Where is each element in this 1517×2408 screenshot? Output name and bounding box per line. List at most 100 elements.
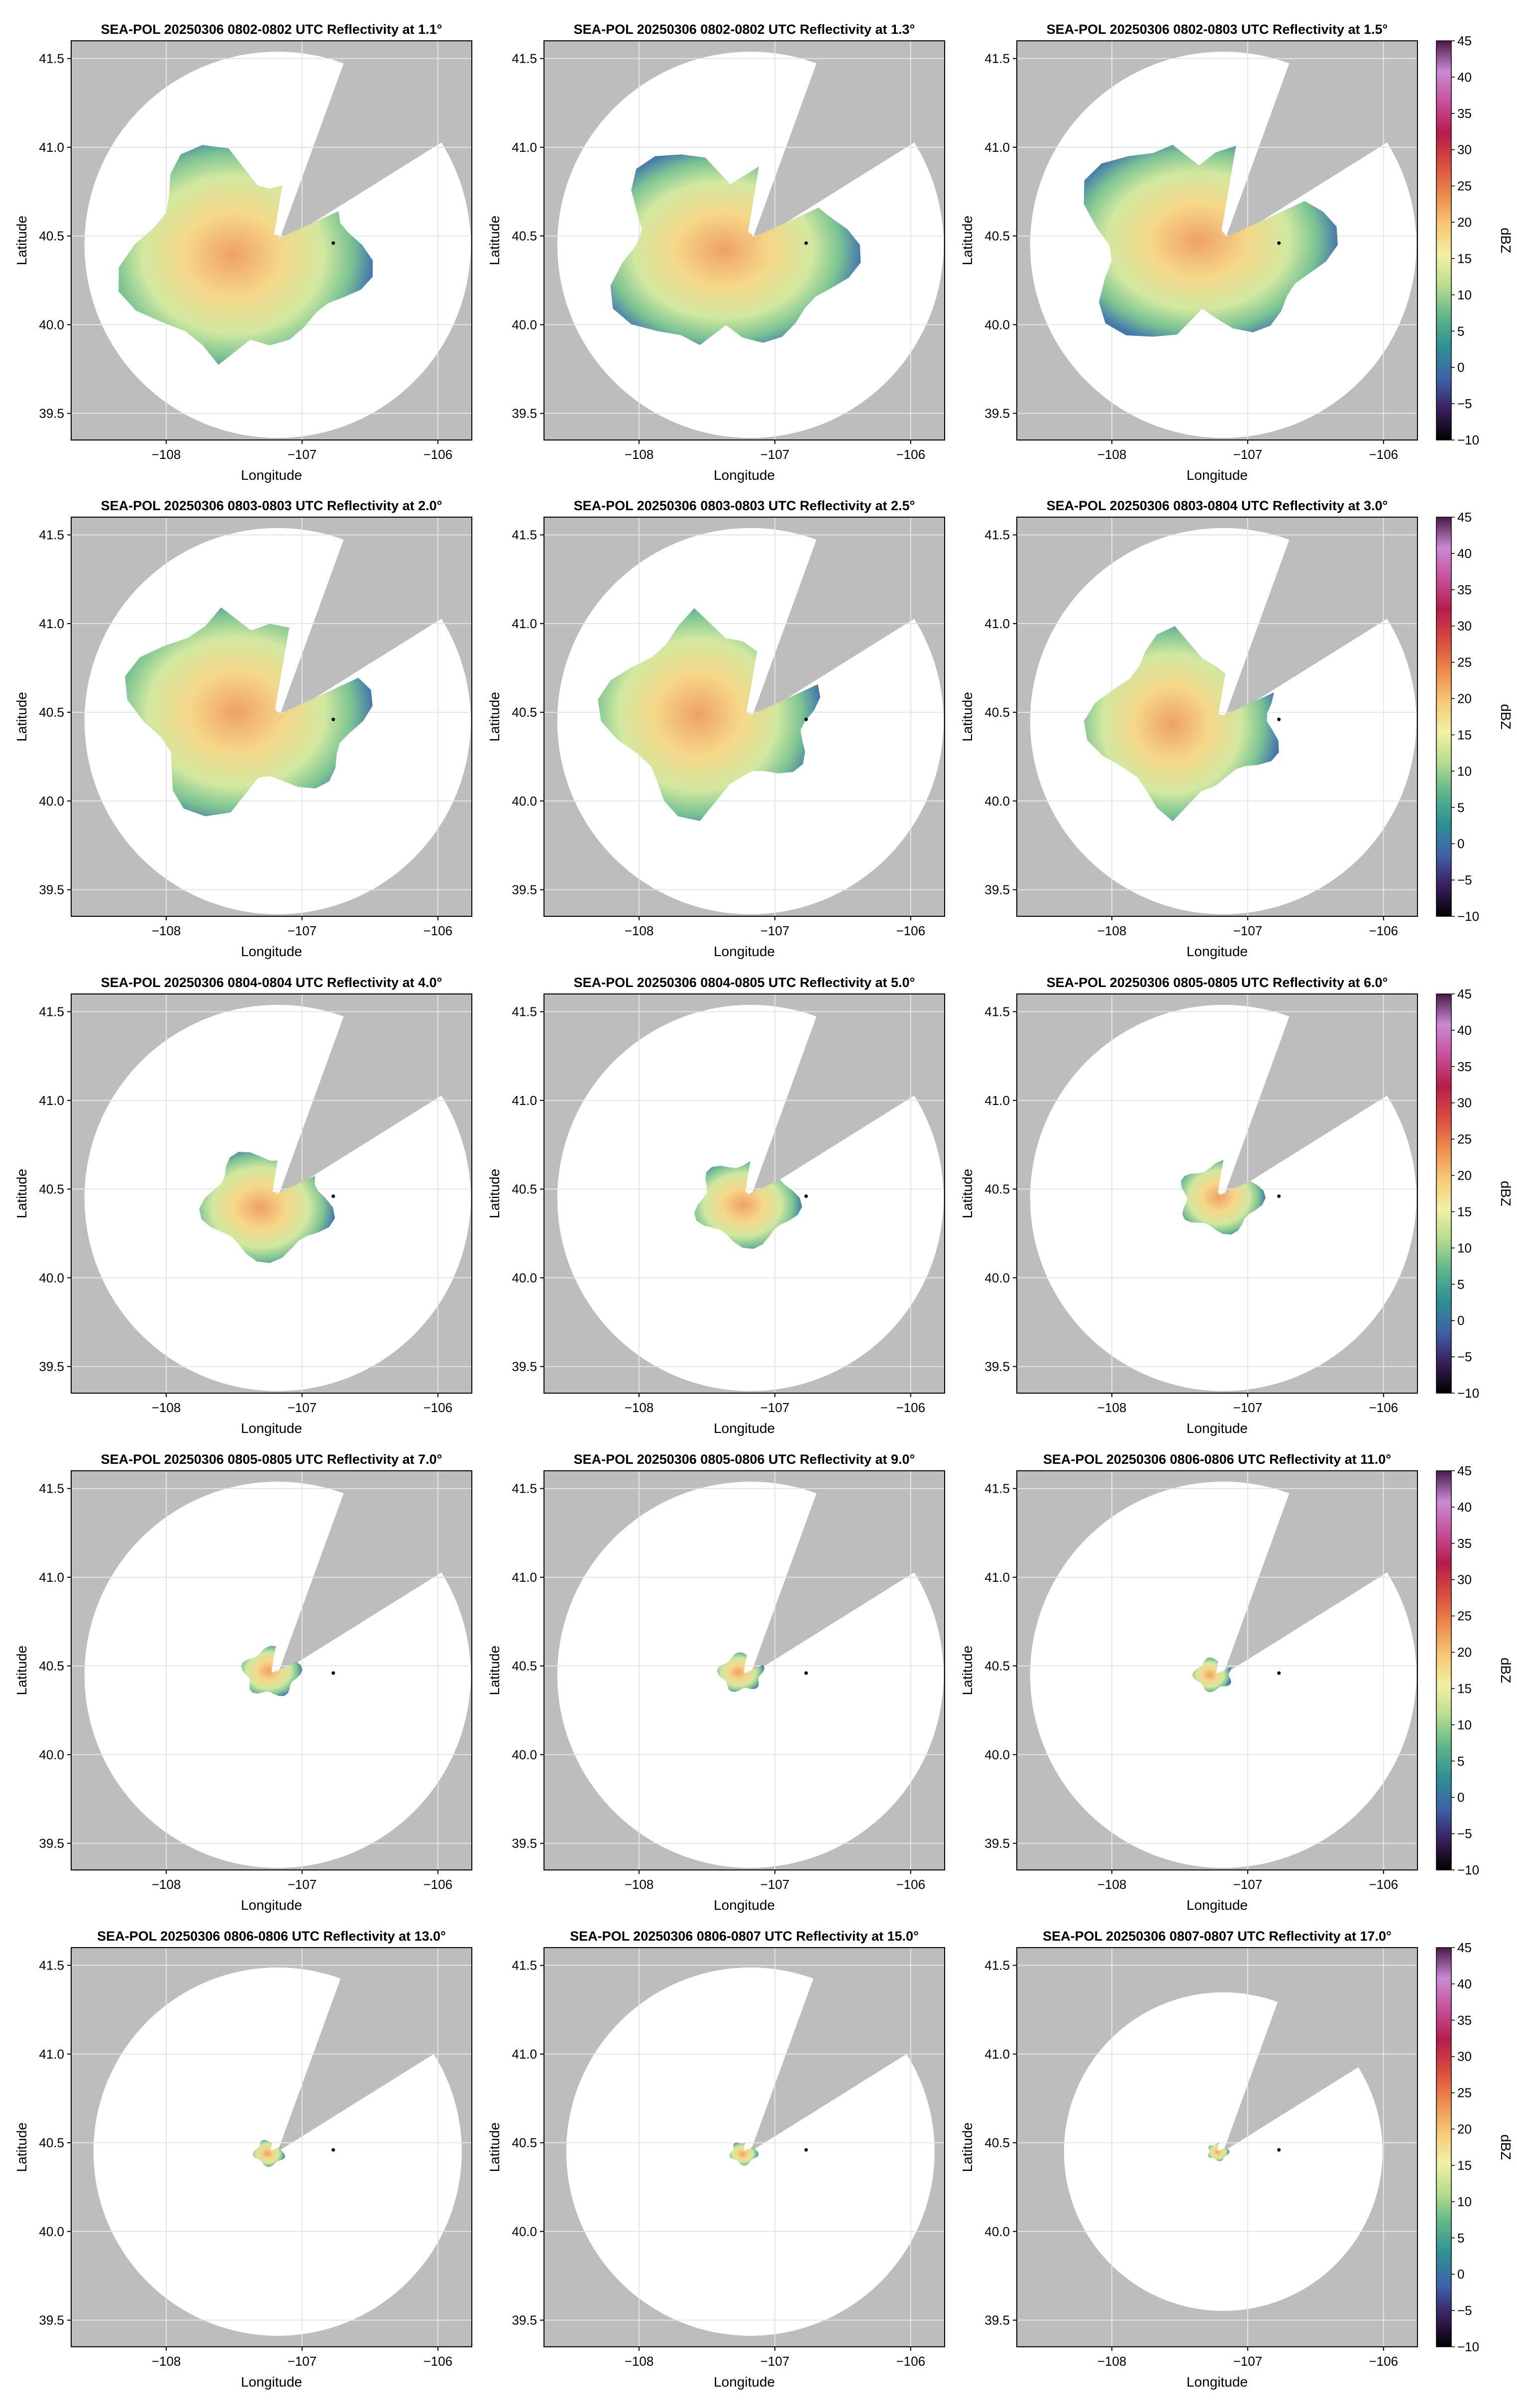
x-tick-label: −107 xyxy=(288,1877,317,1892)
colorbar-tick-label: 30 xyxy=(1457,619,1472,634)
colorbar-gradient xyxy=(1436,1947,1452,2347)
site-marker xyxy=(804,241,808,245)
colorbar-label: dBZ xyxy=(1498,227,1514,253)
y-tick-label: 41.5 xyxy=(39,1958,64,1973)
x-axis-label: Longitude xyxy=(241,944,302,959)
panel-title: SEA-POL 20250306 0803-0803 UTC Reflectiv… xyxy=(101,498,442,513)
colorbar-tick-label: 25 xyxy=(1457,179,1472,194)
site-marker xyxy=(804,1194,808,1198)
tick-labels: −108 −107 −106 41.5 41.0 40.5 40.0 39.5 xyxy=(512,1958,925,2369)
tick-labels: −108 −107 −106 41.5 41.0 40.5 40.0 39.5 xyxy=(39,1958,452,2369)
y-tick-label: 40.5 xyxy=(984,228,1010,243)
y-tick-label: 40.5 xyxy=(39,705,64,720)
tick-labels: −108 −107 −106 41.5 41.0 40.5 40.0 39.5 xyxy=(512,528,925,938)
colorbar-tick-label: 45 xyxy=(1457,1940,1472,1955)
grid xyxy=(544,41,945,440)
colorbar-tick-label: 10 xyxy=(1457,2194,1472,2209)
colorbar-tick-label: 15 xyxy=(1457,1204,1472,1219)
y-tick-label: 40.5 xyxy=(984,1182,1010,1197)
site-marker xyxy=(804,1671,808,1675)
panel-title: SEA-POL 20250306 0803-0803 UTC Reflectiv… xyxy=(574,498,915,513)
colorbar-tick-label: 35 xyxy=(1457,2013,1472,2028)
x-tick-label: −106 xyxy=(896,447,925,462)
x-tick-label: −108 xyxy=(625,1877,654,1892)
site-marker xyxy=(331,1671,335,1675)
y-tick-label: 40.5 xyxy=(512,1182,537,1197)
y-tick-label: 39.5 xyxy=(984,1836,1010,1851)
axes-frame xyxy=(543,993,945,1394)
panel-title: SEA-POL 20250306 0806-0806 UTC Reflectiv… xyxy=(1043,1452,1391,1467)
site-marker xyxy=(1277,241,1281,245)
axes-frame xyxy=(1016,40,1418,440)
panel-title: SEA-POL 20250306 0806-0806 UTC Reflectiv… xyxy=(97,1929,446,1944)
x-tick-label: −107 xyxy=(760,923,790,938)
echo-area xyxy=(717,1652,764,1692)
echo-area xyxy=(1084,626,1279,822)
echo-area xyxy=(125,607,373,816)
axes-frame xyxy=(71,993,472,1394)
y-axis-label: Latitude xyxy=(487,216,502,265)
echo-area xyxy=(598,608,821,821)
colorbar-gradient xyxy=(1436,993,1452,1394)
tick-labels: −108 −107 −106 41.5 41.0 40.5 40.0 39.5 xyxy=(984,51,1398,462)
grid xyxy=(71,517,472,916)
colorbar-tick-label: 40 xyxy=(1457,546,1472,561)
x-tick-label: −108 xyxy=(625,1400,654,1415)
y-tick-label: 40.0 xyxy=(39,1747,64,1762)
x-tick-label: −106 xyxy=(1369,447,1398,462)
colorbar-tick-label: −5 xyxy=(1457,1349,1472,1364)
echo-area xyxy=(610,154,861,345)
y-tick-label: 41.0 xyxy=(39,616,64,631)
tick-labels: −108 −107 −106 41.5 41.0 40.5 40.0 39.5 xyxy=(512,51,925,462)
colorbar-tick-label: 10 xyxy=(1457,1240,1472,1255)
panel-title: SEA-POL 20250306 0802-0802 UTC Reflectiv… xyxy=(574,22,915,37)
site-marker xyxy=(331,1194,335,1198)
y-tick-label: 41.0 xyxy=(512,616,537,631)
panel-1: −108 −107 −106 41.5 41.0 40.5 40.0 39.5 Longitud… xyxy=(14,22,472,483)
panel-title: SEA-POL 20250306 0807-0807 UTC Reflectiv… xyxy=(1043,1929,1392,1944)
y-axis-label: Latitude xyxy=(960,692,975,742)
panel-7: −108 −107 −106 41.5 41.0 40.5 40.0 39.5 Longitud… xyxy=(14,975,472,1436)
colorbar-tick-label: 30 xyxy=(1457,2049,1472,2064)
y-tick-label: 40.0 xyxy=(512,2224,537,2239)
colorbar-tick-label: 0 xyxy=(1457,1790,1464,1805)
panel-15: −108 −107 −106 41.5 41.0 40.5 40.0 39.5 Longitud… xyxy=(960,1929,1514,2390)
y-axis-label: Latitude xyxy=(487,1645,502,1695)
grid xyxy=(544,1948,945,2347)
site-marker xyxy=(1277,1194,1281,1198)
axes-frame xyxy=(543,1947,945,2347)
y-tick-label: 40.5 xyxy=(512,1658,537,1673)
site-marker xyxy=(1277,717,1281,721)
y-tick-label: 41.5 xyxy=(984,1004,1010,1019)
y-tick-label: 40.0 xyxy=(512,1270,537,1285)
y-tick-label: 41.0 xyxy=(984,2047,1010,2062)
y-tick-label: 41.5 xyxy=(984,1958,1010,1973)
tick-labels: −108 −107 −106 41.5 41.0 40.5 40.0 39.5 xyxy=(39,51,452,462)
x-tick-label: −107 xyxy=(760,2354,790,2369)
x-tick-label: −106 xyxy=(423,1877,452,1892)
site-marker xyxy=(331,717,335,721)
y-tick-label: 40.0 xyxy=(984,2224,1010,2239)
y-axis-label: Latitude xyxy=(14,2122,29,2172)
y-tick-label: 40.0 xyxy=(512,793,537,808)
colorbar-tick-label: 45 xyxy=(1457,1463,1472,1478)
y-axis-label: Latitude xyxy=(960,1645,975,1695)
colorbar-tick-label: 40 xyxy=(1457,70,1472,85)
y-tick-label: 41.0 xyxy=(984,140,1010,155)
tick-labels: −108 −107 −106 41.5 41.0 40.5 40.0 39.5 xyxy=(984,1958,1398,2369)
reflectivity-echo xyxy=(1192,1657,1231,1692)
x-tick-label: −107 xyxy=(1233,447,1263,462)
x-axis-label: Longitude xyxy=(241,467,302,483)
x-axis-label: Longitude xyxy=(714,1421,775,1436)
y-tick-label: 39.5 xyxy=(512,1359,537,1374)
colorbar-tick-label: 35 xyxy=(1457,1059,1472,1074)
reflectivity-echo xyxy=(118,145,373,365)
x-tick-label: −108 xyxy=(1097,1400,1127,1415)
panel-3: −108 −107 −106 41.5 41.0 40.5 40.0 39.5 Longitud… xyxy=(960,22,1514,483)
y-axis-label: Latitude xyxy=(960,2122,975,2172)
panel-title: SEA-POL 20250306 0804-0804 UTC Reflectiv… xyxy=(101,975,442,990)
tick-labels: −108 −107 −106 41.5 41.0 40.5 40.0 39.5 xyxy=(512,1004,925,1415)
x-axis-label: Longitude xyxy=(1187,1421,1248,1436)
axes-frame xyxy=(71,40,472,440)
